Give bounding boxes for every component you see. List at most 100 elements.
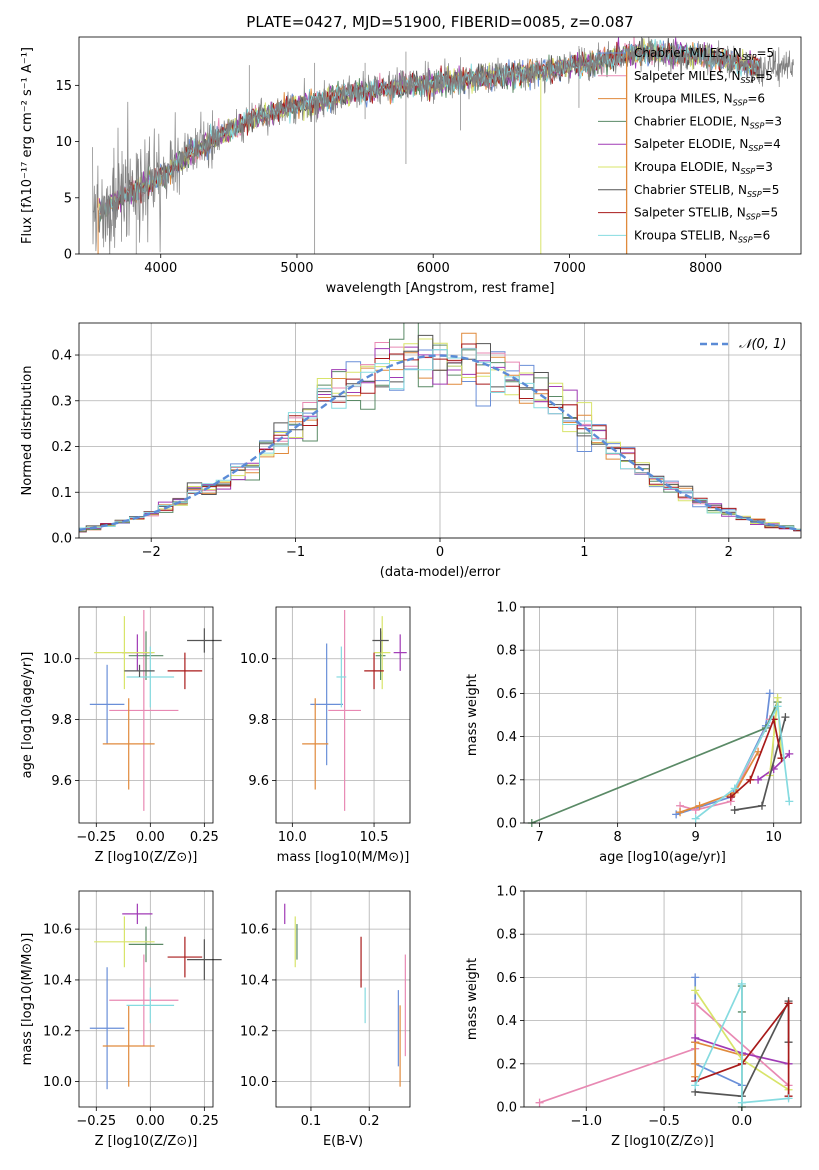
mass-weight-vs-Z-panel: −1.0 −0.5 0.0 0.0 0.2 0.4 0.6 0.8 1.0 Z [log10(Z/… bbox=[465, 885, 802, 1149]
weight-marker bbox=[691, 814, 700, 823]
y-tick-label: 10 bbox=[55, 135, 72, 150]
mass-vs-Z-panel: −0.25 0.00 0.25 10.0 10.2 10.4 10.6 Z [log10(Z/… bbox=[20, 890, 222, 1149]
legend-label: Chabrier ELODIE, NSSP=3 bbox=[634, 114, 782, 130]
x-tick-label: 4000 bbox=[144, 261, 177, 276]
y-tick-label: 0.6 bbox=[496, 971, 517, 986]
x-axis-label: mass [log10(M/M⊙)] bbox=[277, 850, 410, 865]
weight-marker bbox=[784, 999, 793, 1008]
error-bar-point bbox=[336, 646, 347, 708]
y-tick-label: 9.8 bbox=[51, 713, 72, 728]
error-bar-point bbox=[89, 664, 125, 744]
gaussian-curve bbox=[79, 354, 801, 532]
error-bar-point bbox=[122, 903, 153, 925]
legend-label: Salpeter STELIB, NSSP=5 bbox=[634, 206, 778, 222]
y-tick-label: 0.1 bbox=[51, 486, 72, 501]
y-tick-label: 0.8 bbox=[496, 928, 517, 943]
legend-label: Chabrier MILES, NSSP=5 bbox=[634, 46, 774, 62]
weight-marker bbox=[535, 1098, 544, 1107]
residual-histogram bbox=[79, 334, 801, 533]
weight-marker bbox=[737, 979, 746, 988]
x-axis-label: wavelength [Angstrom, rest frame] bbox=[326, 281, 555, 296]
y-tick-label: 15 bbox=[55, 79, 72, 94]
y-tick-label: 0.2 bbox=[496, 773, 517, 788]
y-tick-label: 9.6 bbox=[248, 774, 269, 789]
x-tick-label: 0 bbox=[436, 545, 444, 560]
weight-marker bbox=[773, 702, 782, 711]
y-tick-label: 0.6 bbox=[496, 687, 517, 702]
x-axis-label: Z [log10(Z/Z⊙)] bbox=[95, 850, 198, 865]
weight-marker bbox=[695, 801, 704, 810]
error-bar-point bbox=[302, 698, 329, 790]
weight-marker bbox=[737, 1098, 746, 1107]
y-axis-label: mass weight bbox=[465, 958, 480, 1040]
x-tick-label: 9 bbox=[692, 830, 700, 845]
spectrum-plot bbox=[92, 37, 794, 254]
error-bar-point bbox=[126, 646, 175, 708]
x-tick-label: 8 bbox=[613, 830, 621, 845]
y-tick-label: 9.6 bbox=[51, 774, 72, 789]
legend-label: Kroupa ELODIE, NSSP=3 bbox=[634, 160, 773, 176]
y-axis-label: age [log10(age/yr)] bbox=[20, 652, 35, 779]
legend-label: Kroupa MILES, NSSP=6 bbox=[634, 92, 765, 108]
weight-marker bbox=[746, 775, 755, 784]
x-tick-label: 0.1 bbox=[301, 1114, 322, 1129]
y-tick-label: 0.2 bbox=[51, 440, 72, 455]
weight-marker bbox=[691, 999, 700, 1008]
y-tick-label: 10.0 bbox=[43, 652, 72, 667]
weight-line bbox=[694, 1000, 790, 1097]
age-vs-mass-panel: 10.0 10.5 9.6 9.8 10.0 mass [log10(M/M⊙)] bbox=[240, 606, 411, 865]
residual-plot bbox=[79, 323, 801, 533]
weight-marker bbox=[754, 775, 763, 784]
mass-vs-ebv-panel: 0.1 0.2 10.0 10.2 10.4 10.6 E(B-V) bbox=[240, 890, 411, 1149]
x-tick-label: −0.25 bbox=[76, 1114, 116, 1129]
y-tick-label: 10.2 bbox=[43, 1024, 72, 1039]
error-bar-point bbox=[167, 652, 203, 690]
error-bar-point bbox=[372, 628, 389, 653]
residual-histogram bbox=[79, 338, 801, 532]
x-tick-label: 7000 bbox=[553, 261, 586, 276]
y-tick-label: 0.4 bbox=[496, 1014, 517, 1029]
weight-marker bbox=[691, 1081, 700, 1090]
weight-marker bbox=[691, 986, 700, 995]
x-axis-label: Z [log10(Z/Z⊙)] bbox=[95, 1134, 198, 1149]
y-tick-label: 0.3 bbox=[51, 394, 72, 409]
axes-frame bbox=[275, 890, 411, 1108]
x-tick-label: 10.5 bbox=[360, 830, 389, 845]
weight-line bbox=[679, 751, 759, 814]
model-spectrum-line bbox=[98, 38, 761, 226]
x-tick-label: 1 bbox=[580, 545, 588, 560]
weight-marker bbox=[691, 1059, 700, 1068]
x-tick-label: 10 bbox=[765, 830, 782, 845]
weight-marker bbox=[691, 973, 700, 982]
axes-frame bbox=[78, 606, 214, 824]
error-bar-point bbox=[124, 664, 155, 677]
x-tick-label: 7 bbox=[535, 830, 543, 845]
error-bar-point bbox=[328, 610, 361, 811]
y-tick-label: 0 bbox=[64, 248, 72, 263]
error-bar-point bbox=[94, 916, 155, 968]
legend-label: Kroupa STELIB, NSSP=6 bbox=[634, 228, 770, 244]
x-tick-label: 10.0 bbox=[278, 830, 307, 845]
axes-frame bbox=[275, 606, 411, 824]
x-tick-label: −1 bbox=[286, 545, 305, 560]
x-tick-label: 0.0 bbox=[732, 1114, 753, 1129]
y-tick-label: 0.4 bbox=[51, 349, 72, 364]
weight-marker bbox=[730, 784, 739, 793]
axes-frame bbox=[78, 36, 802, 255]
x-tick-label: −2 bbox=[142, 545, 161, 560]
y-tick-label: 0.0 bbox=[496, 817, 517, 832]
legend-label: Chabrier STELIB, NSSP=5 bbox=[634, 183, 779, 199]
weight-marker bbox=[773, 693, 782, 702]
observed-spectrum-line bbox=[92, 37, 794, 254]
error-bar-point bbox=[89, 967, 125, 1090]
weight-marker bbox=[765, 689, 774, 698]
weight-marker bbox=[726, 793, 735, 802]
error-bar-point bbox=[364, 652, 384, 690]
error-bar-point bbox=[167, 936, 203, 978]
y-tick-label: 1.0 bbox=[496, 601, 517, 616]
weight-marker bbox=[757, 801, 766, 810]
y-tick-label: 10.6 bbox=[43, 923, 72, 938]
error-bar-point bbox=[102, 1005, 155, 1087]
x-tick-label: −0.5 bbox=[648, 1114, 680, 1129]
